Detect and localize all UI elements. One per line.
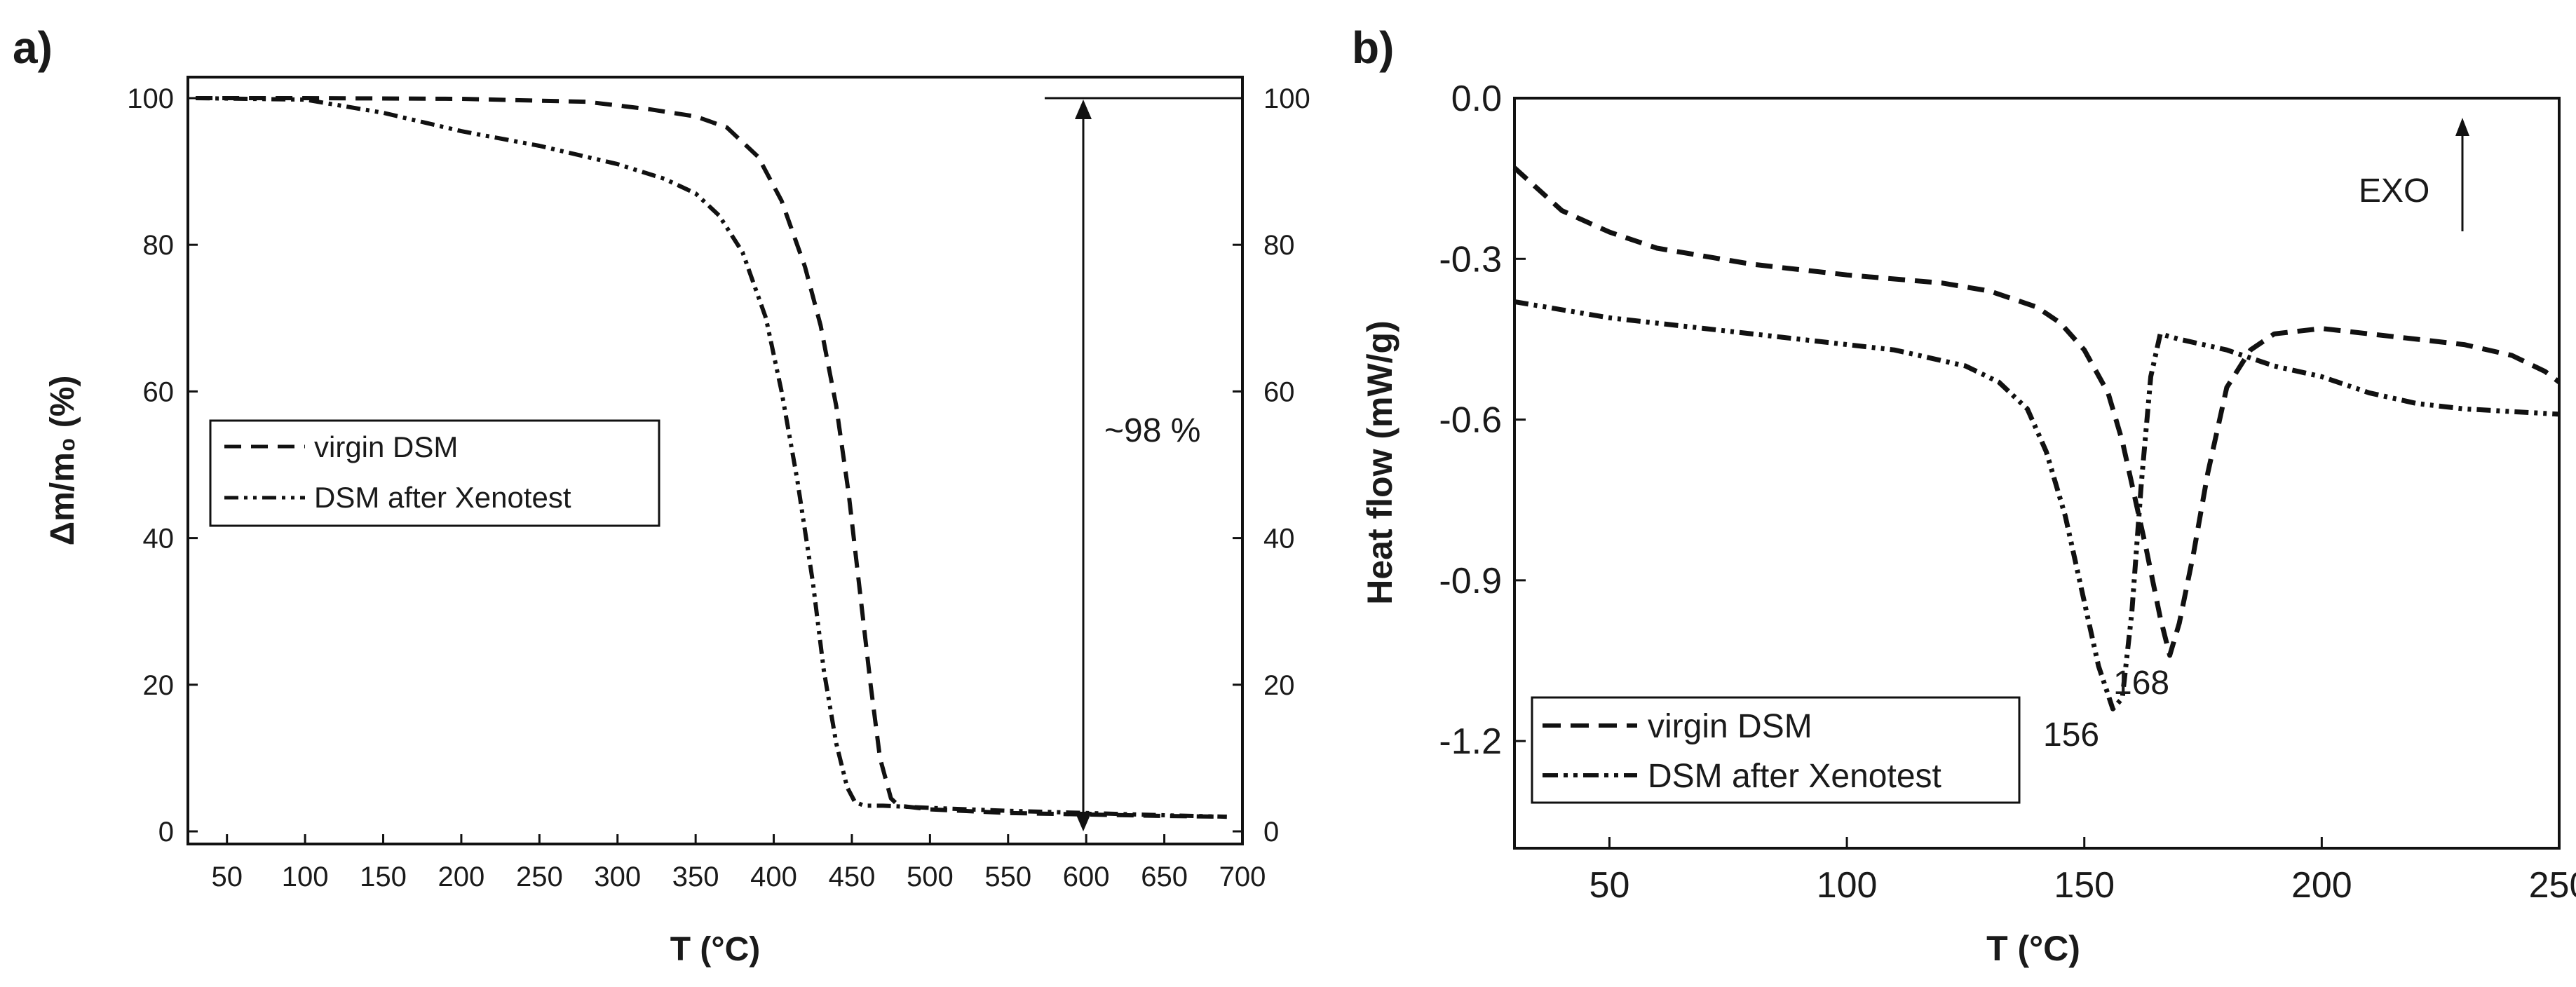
- panel-b-x-tick-label: 100: [1817, 865, 1878, 906]
- panel-b-legend-label-virgin: virgin DSM: [1648, 708, 1812, 745]
- panel-a-y-tick-label: 0: [158, 817, 174, 848]
- panel-a-series-line-1: [196, 96, 1227, 819]
- panel-a-x-tick-label: 200: [438, 862, 485, 892]
- panel-a-y-axis-title: Δm/m₀ (%): [44, 376, 81, 546]
- panel-a-y2-tick-label: 80: [1263, 230, 1295, 261]
- panel-a-x-tick-label: 350: [672, 862, 719, 892]
- panel-a-legend-label-virgin: virgin DSM: [314, 430, 458, 463]
- panel-b-x-tick-label: 150: [2054, 865, 2115, 906]
- panel-a-legend-label-xenotest: DSM after Xenotest: [314, 481, 571, 514]
- panel-b-x-tick-label: 50: [1589, 865, 1630, 906]
- panel-a-x-tick-label: 700: [1219, 862, 1266, 892]
- panel-a-mass-loss-arrow: [1045, 97, 1242, 831]
- panel-a-y2-tick-label: 100: [1263, 83, 1310, 114]
- panel-a-x-tick-label: 100: [282, 862, 329, 892]
- panel-b-series-line-0: [1512, 165, 2561, 658]
- panel-a-series-line-0: [196, 96, 1227, 819]
- panel-a-y2-tick-label: 40: [1263, 524, 1295, 554]
- panel-b-y-tick-label: -1.2: [1439, 721, 1502, 762]
- panel-a-y2-ticks: 0 20 40 60 80 100: [1233, 83, 1310, 848]
- panel-b-y-tick-label: -0.9: [1439, 561, 1502, 601]
- panel-a-y-tick-label: 20: [143, 670, 175, 701]
- panel-a-x-tick-label: 400: [750, 862, 797, 892]
- panel-b-peak-label-168: 168: [2113, 665, 2169, 702]
- panel-b-legend-label-xenotest: DSM after Xenotest: [1648, 758, 1941, 795]
- panel-b-y-tick-label: 0.0: [1451, 79, 1502, 119]
- panel-a-y-tick-label: 60: [143, 376, 175, 407]
- panel-b-exo-arrow: [2455, 118, 2469, 231]
- panel-a-series: [196, 96, 1227, 819]
- panel-b-y-tick-label: -0.6: [1439, 400, 1502, 441]
- panel-a-x-tick-label: 150: [360, 862, 407, 892]
- panel-a-x-tick-label: 600: [1063, 862, 1110, 892]
- panel-a-x-tick-label: 450: [829, 862, 876, 892]
- panel-a-y-ticks: 0 20 40 60 80 100: [127, 83, 198, 848]
- panel-b-series-line-1: [1514, 299, 2560, 712]
- panel-a-x-tick-label: 50: [211, 862, 243, 892]
- panel-b-exo-label: EXO: [2359, 172, 2429, 210]
- panel-a-y2-tick-label: 20: [1263, 670, 1295, 701]
- panel-a-plot-frame: [187, 76, 1244, 845]
- panel-a-label: a): [13, 22, 53, 73]
- panel-a-legend: virgin DSM DSM after Xenotest: [209, 419, 660, 527]
- panel-b-y-axis-title: Heat flow (mW/g): [1360, 320, 1399, 605]
- panel-a-y-tick-label: 100: [127, 83, 174, 114]
- panel-a-x-ticks: 50 100 150 200 250 300 350 400 450 500 550 600 650 70…: [211, 834, 1266, 892]
- panel-a-mass-loss-label: ~98 %: [1104, 412, 1200, 449]
- panel-b-legend: virgin DSM DSM after Xenotest: [1531, 696, 2021, 804]
- panel-a-x-axis-title: T (°C): [670, 931, 760, 968]
- panel-b-label: b): [1352, 22, 1394, 73]
- panel-b-y-ticks: 0.0 -0.3 -0.6 -0.9 -1.2: [1439, 79, 1526, 762]
- panel-b-x-tick-label: 250: [2529, 865, 2576, 906]
- panel-b-x-ticks: 50 100 150 200 250: [1589, 837, 2576, 906]
- panel-b-plot-frame: [1513, 97, 2561, 850]
- panel-b-x-axis-title: T (°C): [1986, 929, 2080, 968]
- panel-a: a) 50 100 150 200 250 300 350 400 450 500 550 600 65…: [13, 22, 1310, 968]
- panel-b: b) 50 100 150 200 250 0.0 -0.3 -0.6 -0.9 -1.2 T …: [1352, 22, 2576, 968]
- panel-a-x-tick-label: 650: [1141, 862, 1188, 892]
- panel-a-x-tick-label: 500: [907, 862, 954, 892]
- panel-a-x-tick-label: 550: [984, 862, 1031, 892]
- panel-a-y2-tick-label: 0: [1263, 817, 1279, 848]
- panel-a-y-tick-label: 80: [143, 230, 175, 261]
- panel-b-y-tick-label: -0.3: [1439, 239, 1502, 280]
- panel-b-x-tick-label: 200: [2291, 865, 2352, 906]
- panel-a-x-tick-label: 250: [516, 862, 563, 892]
- panel-b-series: [1512, 165, 2561, 712]
- panel-a-x-tick-label: 300: [594, 862, 641, 892]
- panel-a-y-tick-label: 40: [143, 524, 175, 554]
- panel-a-y2-tick-label: 60: [1263, 376, 1295, 407]
- panel-b-peak-label-156: 156: [2043, 716, 2099, 754]
